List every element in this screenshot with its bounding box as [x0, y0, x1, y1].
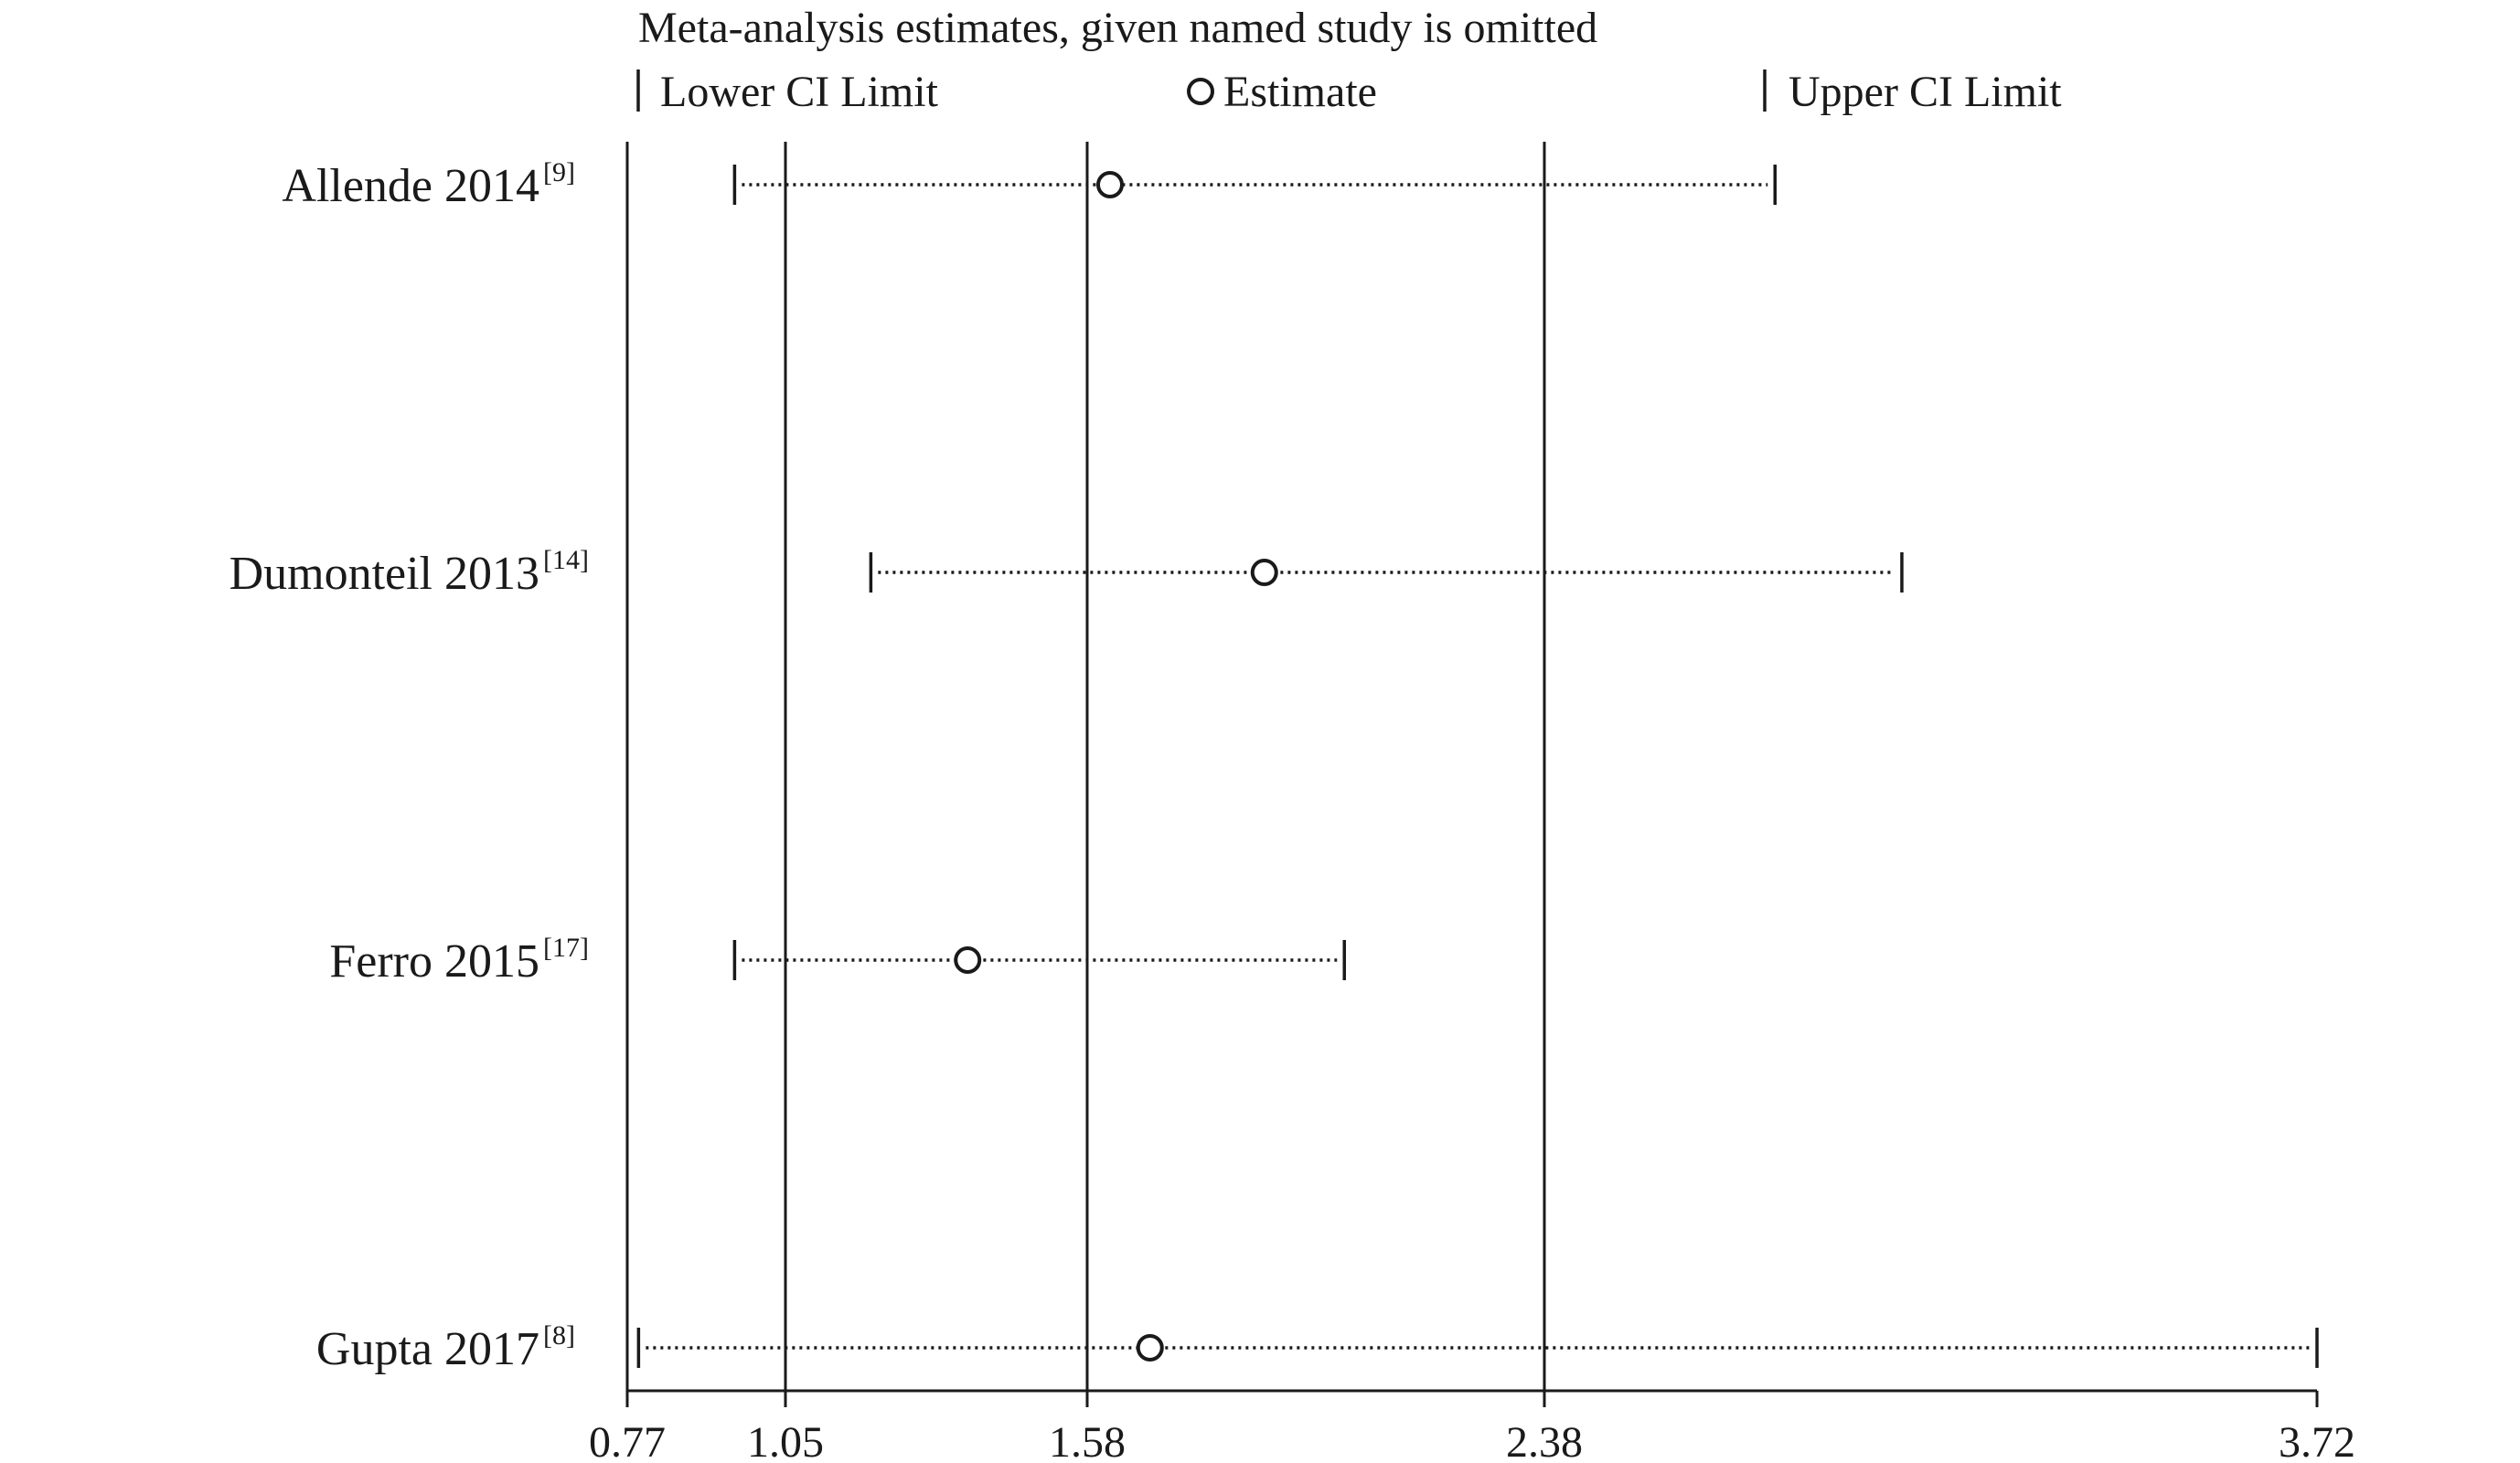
study-label: Ferro 2015: [329, 935, 539, 988]
estimate-marker: [1096, 171, 1124, 198]
legend: Lower CI Limit Estimate Upper CI Limit: [636, 68, 2062, 116]
study-rows: Allende 2014 [9] Dumonteil 2013 [14] Ferro 2…: [230, 157, 2319, 1375]
legend-upper-label: Upper CI Limit: [1789, 68, 2062, 116]
study-reference: [8]: [543, 1320, 575, 1351]
estimate-marker: [954, 946, 982, 974]
x-tick-label: 3.72: [2279, 1418, 2355, 1463]
study-reference: [17]: [543, 933, 589, 963]
study-reference: [14]: [543, 545, 589, 575]
x-axis-ticks: 0.77 1.05 1.58 2.38 3.72: [589, 1391, 2355, 1463]
estimate-marker: [1250, 559, 1278, 586]
study-label: Gupta 2017: [316, 1323, 539, 1375]
study-reference: [9]: [543, 157, 575, 187]
chart-title: Meta-analysis estimates, given named stu…: [638, 4, 1597, 52]
legend-estimate-marker: [1187, 78, 1214, 105]
x-tick-label: 2.38: [1506, 1418, 1583, 1463]
estimate-marker: [1136, 1334, 1164, 1362]
study-row: Dumonteil 2013 [14]: [230, 545, 1904, 600]
reference-lines: [625, 142, 1546, 1391]
study-label: Allende 2014: [282, 160, 539, 212]
study-row: Allende 2014 [9]: [282, 157, 1777, 212]
x-tick-label: 1.58: [1049, 1418, 1126, 1463]
x-tick-label: 1.05: [747, 1418, 824, 1463]
study-row: Gupta 2017 [8]: [316, 1320, 2319, 1375]
study-row: Ferro 2015 [17]: [329, 933, 1346, 988]
x-tick-label: 0.77: [589, 1418, 666, 1463]
legend-estimate-label: Estimate: [1223, 68, 1377, 116]
legend-lower-label: Lower CI Limit: [660, 68, 939, 116]
study-label: Dumonteil 2013: [230, 548, 539, 600]
